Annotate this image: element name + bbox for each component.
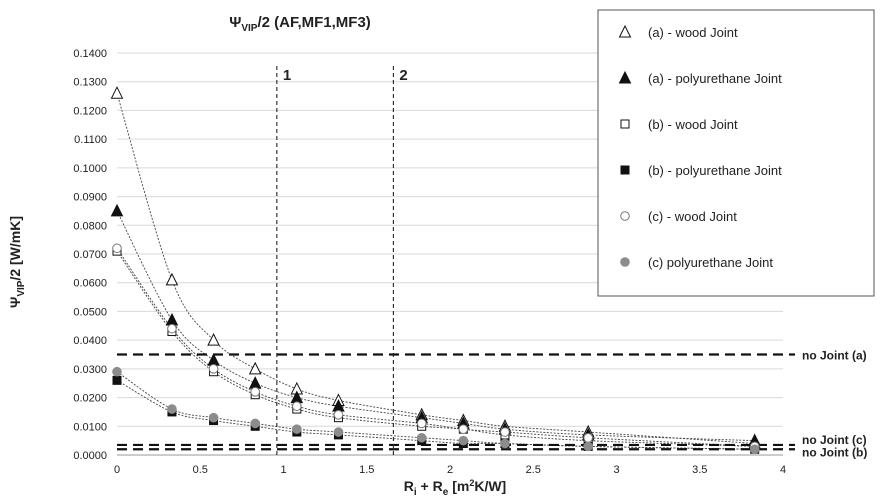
data-point-a-wood-joint xyxy=(207,333,220,346)
data-point-c-wood-joint xyxy=(112,243,122,254)
data-point-c-polyurethane-joint xyxy=(292,424,302,434)
legend-marker-b-polyurethane-joint xyxy=(620,165,630,175)
y-tick-label: 0.0200 xyxy=(73,393,107,405)
data-point-a-wood-joint xyxy=(110,86,124,99)
legend-label-a-wood-joint: (a) - wood Joint xyxy=(648,25,738,40)
legend-label-c-wood-joint: (c) - wood Joint xyxy=(648,209,737,224)
legend-marker-c-polyurethane-joint xyxy=(620,257,630,267)
legend-label-a-polyurethane-joint: (a) - polyurethane Joint xyxy=(648,71,782,86)
y-tick-label: 0.0900 xyxy=(73,192,107,204)
x-axis-label: Ri + Re [m2K/W] xyxy=(404,478,506,498)
vertical-line-label-2: 2 xyxy=(399,67,407,84)
data-point-c-wood-joint xyxy=(333,410,344,420)
y-tick-label: 0.1000 xyxy=(73,163,107,175)
y-tick-label: 0.0500 xyxy=(73,306,107,318)
legend: (a) - wood Joint (a) - polyurethane Joint… xyxy=(597,9,875,297)
x-tick-label: 2.5 xyxy=(526,464,541,476)
y-tick-label: 0.1400 xyxy=(73,48,107,60)
fit-curve-a-polyurethane-joint xyxy=(116,210,755,442)
legend-marker-c-wood-joint xyxy=(620,211,630,221)
legend-marker-b-wood-joint xyxy=(620,119,630,129)
data-point-c-wood-joint xyxy=(500,427,510,437)
data-point-c-polyurethane-joint xyxy=(167,404,177,414)
x-tick-label: 4 xyxy=(780,464,786,476)
reference-label-no-joint-c: no Joint (c) xyxy=(802,433,867,447)
data-point-c-polyurethane-joint xyxy=(583,441,593,452)
x-tick-label: 1 xyxy=(280,464,286,476)
x-tick-labels: 0 0.5 1 1.5 2 2.5 3 3.5 4 xyxy=(114,464,786,476)
y-tick-label: 0.0100 xyxy=(73,421,107,433)
vertical-line-label-1: 1 xyxy=(283,67,291,84)
data-point-c-wood-joint xyxy=(208,364,219,374)
x-tick-label: 3 xyxy=(613,464,619,476)
data-point-b-polyurethane-joint xyxy=(112,375,122,385)
reference-label-no-joint-b: no Joint (b) xyxy=(802,445,867,459)
y-tick-label: 0.0300 xyxy=(73,364,107,376)
legend-box xyxy=(597,9,875,297)
y-tick-label: 0.0700 xyxy=(73,249,107,261)
data-point-c-wood-joint xyxy=(583,432,593,443)
data-point-a-wood-joint xyxy=(248,361,262,375)
data-point-c-wood-joint xyxy=(292,401,302,411)
data-point-c-polyurethane-joint xyxy=(333,427,344,437)
y-tick-label: 0.1300 xyxy=(73,77,107,89)
data-point-c-polyurethane-joint xyxy=(112,366,122,377)
data-markers xyxy=(110,86,762,455)
y-tick-label: 0.1100 xyxy=(74,134,107,146)
data-point-a-polyurethane-joint xyxy=(110,203,124,217)
data-point-c-polyurethane-joint xyxy=(458,435,469,446)
data-point-c-polyurethane-joint xyxy=(416,432,427,443)
x-tick-label: 0 xyxy=(114,464,120,476)
chart-title: ΨVIP/2 (AF,MF1,MF3) xyxy=(229,14,371,34)
fit-curve-c-polyurethane-joint xyxy=(116,371,755,450)
legend-label-b-polyurethane-joint: (b) - polyurethane Joint xyxy=(648,163,782,178)
y-tick-labels: 0.0000 0.0100 0.0200 0.0300 0.0400 0.0500 0.06… xyxy=(73,48,107,462)
data-point-c-polyurethane-joint xyxy=(500,438,510,449)
reference-label-no-joint-a: no Joint (a) xyxy=(802,349,867,363)
y-tick-label: 0.0400 xyxy=(73,335,107,347)
y-tick-label: 0.0000 xyxy=(73,450,107,462)
data-point-c-wood-joint xyxy=(250,387,260,397)
data-point-a-wood-joint xyxy=(165,272,179,286)
x-tick-label: 1.5 xyxy=(359,464,374,476)
data-point-c-polyurethane-joint xyxy=(250,418,260,429)
data-point-c-wood-joint xyxy=(416,418,427,429)
legend-marker-a-polyurethane-joint xyxy=(618,70,632,84)
data-point-c-polyurethane-joint xyxy=(749,444,760,455)
x-tick-label: 2 xyxy=(447,464,453,476)
data-point-c-polyurethane-joint xyxy=(208,412,219,423)
data-point-c-wood-joint xyxy=(458,424,469,434)
fit-curve-a-wood-joint xyxy=(116,93,755,444)
fit-curve-b-wood-joint xyxy=(116,250,755,447)
legend-label-c-polyurethane-joint: (c) polyurethane Joint xyxy=(648,255,773,270)
x-tick-label: 0.5 xyxy=(193,464,208,476)
y-axis-label: ΨVIP/2 [W/mK] xyxy=(7,216,27,308)
y-tick-label: 0.1200 xyxy=(73,105,107,117)
reference-lines: no Joint (a) no Joint (c)no Joint (b) xyxy=(117,349,867,459)
y-tick-label: 0.0600 xyxy=(73,278,107,290)
legend-label-b-wood-joint: (b) - wood Joint xyxy=(648,117,738,132)
x-tick-label: 3.5 xyxy=(692,464,707,476)
y-tick-label: 0.0800 xyxy=(73,220,107,232)
fit-curve-c-wood-joint xyxy=(116,248,755,447)
legend-marker-a-wood-joint xyxy=(618,24,632,38)
data-point-c-wood-joint xyxy=(167,323,177,334)
